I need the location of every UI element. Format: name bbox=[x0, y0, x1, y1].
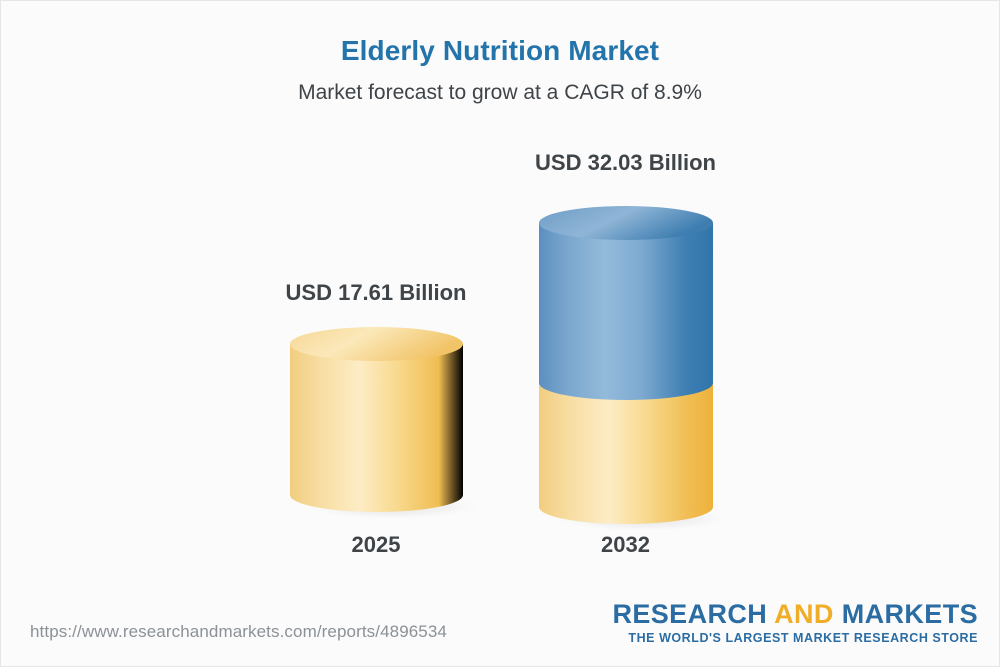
chart-subtitle: Market forecast to grow at a CAGR of 8.9… bbox=[298, 80, 702, 104]
bar-category-label-2025: 2025 bbox=[351, 532, 401, 557]
report-url[interactable]: https://www.researchandmarkets.com/repor… bbox=[30, 622, 447, 641]
cylinder-top-cap bbox=[539, 206, 713, 240]
chart-header: Elderly Nutrition Market Market forecast… bbox=[0, 34, 1000, 105]
bar-category-label-2032: 2032 bbox=[601, 532, 650, 557]
page-title: Elderly Nutrition Market bbox=[340, 35, 660, 66]
cylinder-2032-svg bbox=[539, 206, 736, 532]
cylinder-2025 bbox=[289, 327, 485, 528]
logo-word-research: RESEARCH bbox=[612, 599, 775, 629]
cylinder-body bbox=[290, 344, 463, 512]
research-and-markets-logo[interactable]: RESEARCH AND MARKETS THE WORLD'S LARGEST… bbox=[612, 600, 978, 646]
cylinder-blue-segment bbox=[539, 223, 713, 400]
logo-wordmark: RESEARCH AND MARKETS bbox=[612, 600, 978, 628]
bar-value-label-2032: USD 32.03 Billion bbox=[535, 150, 716, 175]
cylinder-top-cap bbox=[290, 327, 463, 361]
cylinder-2032 bbox=[538, 205, 736, 540]
cylinder-2025-svg bbox=[290, 327, 485, 520]
logo-word-and: AND bbox=[774, 599, 834, 629]
bar-value-label-2025: USD 17.61 Billion bbox=[285, 280, 467, 305]
logo-word-markets: MARKETS bbox=[833, 599, 978, 629]
logo-tagline: THE WORLD'S LARGEST MARKET RESEARCH STOR… bbox=[628, 631, 978, 646]
